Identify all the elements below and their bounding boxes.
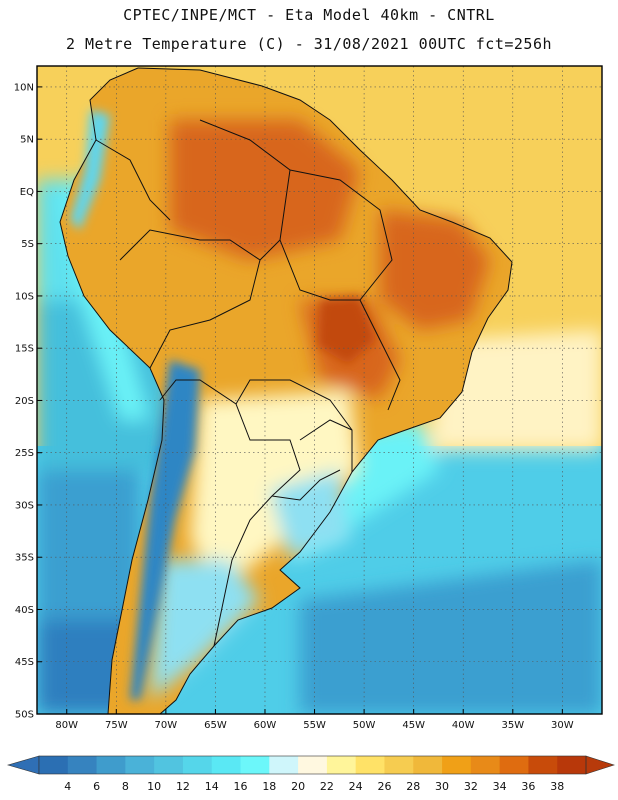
warm-atlantic-band — [430, 330, 602, 450]
uruguay-cool-zone — [270, 470, 350, 560]
andes-cold-ridge — [130, 360, 200, 700]
amazon-warm-zone — [170, 120, 360, 260]
colorbar-swatch — [211, 756, 241, 774]
colorbar-frame — [38, 755, 587, 775]
colorbar-swatch — [442, 756, 472, 774]
colorbar-swatch — [240, 756, 270, 774]
colorbar-swatch — [298, 756, 328, 774]
colorbar-label: 38 — [550, 780, 564, 793]
grid-lines — [37, 66, 602, 714]
lon-tick-label: 55W — [303, 720, 326, 731]
patagonia-cool-zone — [150, 560, 260, 700]
colorbar-swatch — [96, 756, 126, 774]
lat-tick-label: 30S — [15, 500, 34, 511]
colorbar-label: 26 — [377, 780, 391, 793]
temperature-colorbar: 4 6 8 10 12 14 16 18 20 22 24 26 28 30 32 34 36 38 — [6, 755, 615, 793]
colorbar-label: 24 — [349, 780, 363, 793]
lat-tick-label: 20S — [15, 396, 34, 407]
lat-tick-label: 45S — [15, 657, 34, 668]
colorbar-swatch — [182, 756, 213, 774]
lon-tick-label: 80W — [55, 720, 78, 731]
colorbar-label: 18 — [262, 780, 276, 793]
lon-tick-label: 70W — [155, 720, 178, 731]
lat-tick-label: 35S — [15, 553, 34, 564]
colorbar-label: 6 — [93, 780, 100, 793]
lon-tick-label: 45W — [402, 720, 425, 731]
colorbar-low-arrow — [6, 755, 40, 775]
hottest-core — [318, 296, 376, 364]
colorbar-swatch — [499, 756, 529, 774]
lat-tick-label: 5N — [20, 135, 34, 146]
colorbar-swatch — [67, 756, 97, 774]
lon-tick-label: 35W — [501, 720, 524, 731]
colorbar-label: 10 — [147, 780, 161, 793]
map-border — [36, 65, 603, 715]
colorbar-label: 28 — [406, 780, 420, 793]
colorbar-label: 30 — [435, 780, 449, 793]
colorbar-label: 16 — [234, 780, 248, 793]
colorbar-label: 32 — [464, 780, 478, 793]
colorbar-label: 8 — [122, 780, 129, 793]
colorbar-label: 34 — [493, 780, 507, 793]
colorbar-high-arrow — [585, 755, 615, 775]
colorbar-swatch — [39, 756, 69, 774]
northern-andes-cool — [70, 110, 110, 230]
colorbar-label: 22 — [320, 780, 334, 793]
colorbar-swatch — [125, 756, 155, 774]
latitude-axis: 10N 5N EQ 5S 10S 15S 20S 25S 30S 35S 40S 45S 50S — [14, 82, 42, 721]
colorbar-label: 12 — [176, 780, 190, 793]
colorbar-label: 20 — [291, 780, 305, 793]
colorbar-label: 14 — [205, 780, 219, 793]
colorbar-swatch — [470, 756, 501, 774]
pacific-south-band — [37, 470, 140, 640]
map-field — [37, 66, 602, 714]
lat-tick-label: 10S — [15, 291, 34, 302]
colorbar-swatch — [413, 756, 443, 774]
country-borders — [59, 67, 513, 714]
colorbar-swatch — [326, 756, 357, 774]
colorbar-swatch — [384, 756, 414, 774]
lat-tick-label: 15S — [15, 344, 34, 355]
lat-tick-label: 25S — [15, 448, 34, 459]
lat-tick-label: EQ — [20, 187, 34, 198]
northeast-hot-zone — [380, 210, 490, 330]
colorbar-swatch — [557, 756, 587, 774]
colorbar-swatch — [355, 756, 385, 774]
lon-tick-label: 60W — [254, 720, 277, 731]
lat-tick-label: 5S — [21, 239, 34, 250]
south-atlantic-deep-band — [300, 560, 602, 714]
lat-tick-label: 50S — [15, 710, 34, 721]
lon-tick-label: 30W — [551, 720, 574, 731]
colorbar-label: 36 — [521, 780, 535, 793]
longitude-axis: 80W 75W 70W 65W 60W 55W 50W 45W 40W 35W 30W — [55, 709, 574, 731]
lon-tick-label: 65W — [204, 720, 227, 731]
colorbar-label: 4 — [64, 780, 71, 793]
map-title-line2: 2 Metre Temperature (C) - 31/08/2021 00U… — [65, 35, 553, 53]
lon-tick-label: 75W — [105, 720, 128, 731]
colorbar-swatch — [269, 756, 299, 774]
lat-tick-label: 10N — [14, 82, 34, 93]
colorbar-swatch — [154, 756, 184, 774]
lat-tick-label: 40S — [15, 605, 34, 616]
lon-tick-label: 50W — [353, 720, 376, 731]
map-title-line1: CPTEC/INPE/MCT - Eta Model 40km - CNTRL — [123, 6, 495, 24]
colorbar-swatch — [528, 756, 558, 774]
lon-tick-label: 40W — [452, 720, 475, 731]
